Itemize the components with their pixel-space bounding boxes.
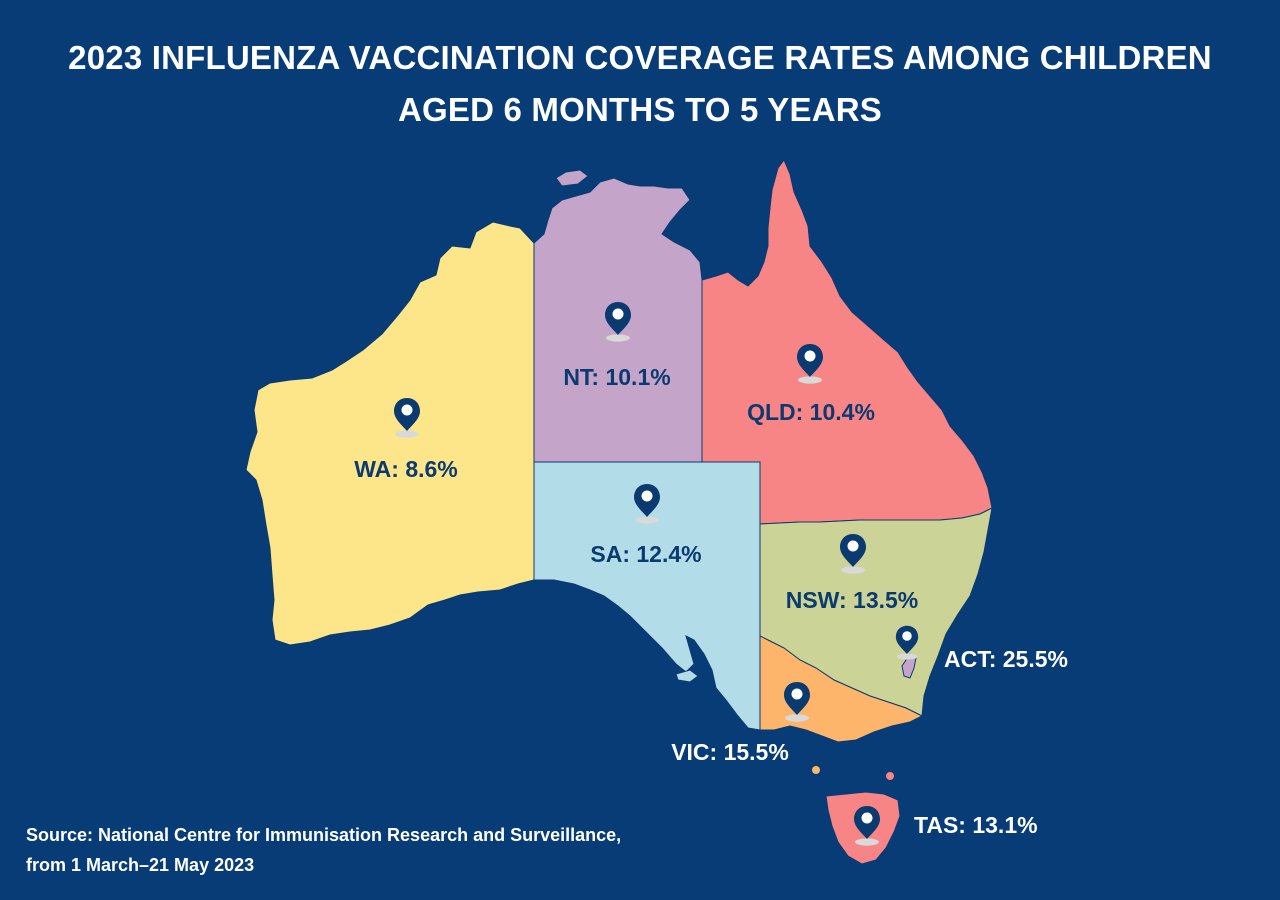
- source-line-1: Source: National Centre for Immunisation…: [26, 825, 622, 845]
- label-vic: VIC: 15.5%: [671, 739, 789, 765]
- island-dot: [886, 772, 894, 780]
- source-line-2: from 1 March–21 May 2023: [26, 855, 255, 875]
- label-sa: SA: 12.4%: [590, 541, 701, 567]
- label-nt: NT: 10.1%: [563, 364, 670, 390]
- region-sa: [533, 461, 761, 731]
- label-wa: WA: 8.6%: [354, 456, 458, 482]
- title-line-1: 2023 INFLUENZA VACCINATION COVERAGE RATE…: [68, 39, 1212, 76]
- label-nsw: NSW: 13.5%: [786, 587, 919, 613]
- melville-island: [555, 169, 589, 187]
- island-dot: [812, 766, 820, 774]
- map-marker-icon: [895, 625, 919, 660]
- map-title: 2023 INFLUENZA VACCINATION COVERAGE RATE…: [0, 32, 1280, 136]
- map-marker-icon: [797, 344, 823, 384]
- source-note: Source: National Centre for Immunisation…: [26, 820, 621, 880]
- label-tas: TAS: 13.1%: [914, 812, 1038, 838]
- map-marker-icon: [394, 398, 420, 438]
- map-marker-icon: [605, 302, 631, 342]
- map-marker-icon: [634, 484, 660, 524]
- label-act: ACT: 25.5%: [944, 646, 1068, 672]
- label-qld: QLD: 10.4%: [747, 399, 875, 425]
- region-wa: [245, 221, 535, 646]
- map-marker-icon: [784, 682, 810, 722]
- map-marker-icon: [854, 806, 880, 846]
- title-line-2: AGED 6 MONTHS TO 5 YEARS: [397, 91, 882, 128]
- kangaroo-island: [675, 669, 699, 683]
- map-marker-icon: [840, 534, 866, 574]
